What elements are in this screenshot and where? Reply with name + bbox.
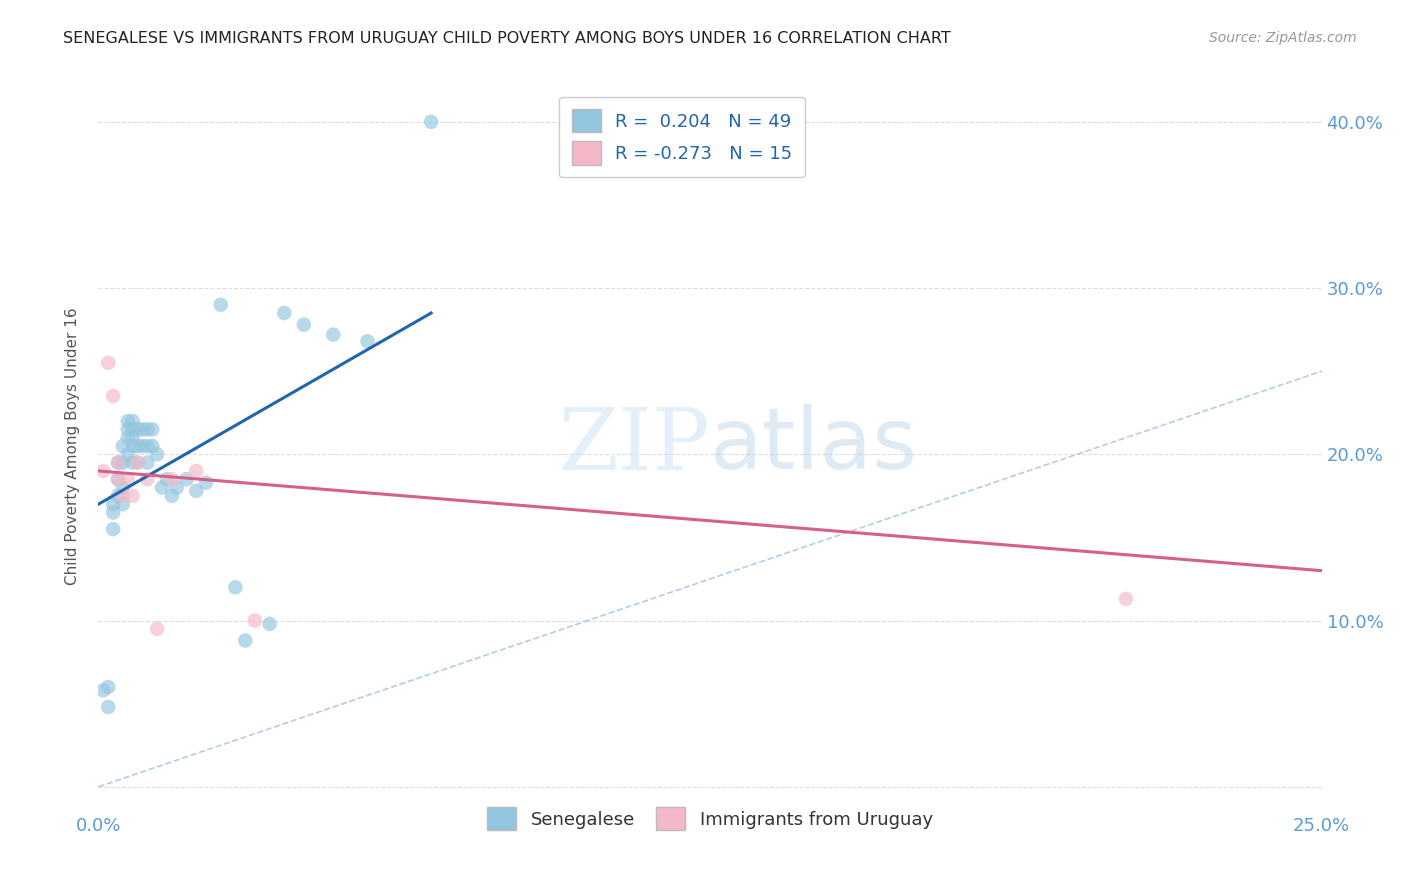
Point: [107, 456, 129, 470]
Point: [160, 472, 183, 486]
Point: [127, 422, 149, 436]
Point: [356, 334, 378, 349]
Point: [146, 447, 169, 461]
Point: [117, 422, 139, 436]
Point: [101, 522, 124, 536]
Point: [101, 389, 124, 403]
Point: [117, 414, 139, 428]
Point: [97, 356, 120, 370]
Point: [121, 431, 143, 445]
Text: ZIP: ZIP: [558, 404, 710, 488]
Point: [107, 472, 129, 486]
Point: [136, 456, 159, 470]
Point: [195, 475, 218, 490]
Point: [97, 700, 120, 714]
Point: [141, 422, 163, 436]
Point: [160, 489, 183, 503]
Point: [111, 481, 134, 495]
Point: [273, 306, 295, 320]
Point: [121, 414, 143, 428]
Point: [101, 497, 124, 511]
Point: [111, 497, 134, 511]
Point: [121, 489, 143, 503]
Point: [166, 481, 188, 495]
Point: [176, 472, 198, 486]
Point: [131, 439, 153, 453]
Point: [111, 489, 134, 503]
Point: [101, 506, 124, 520]
Point: [111, 456, 134, 470]
Point: [156, 472, 179, 486]
Point: [97, 680, 120, 694]
Point: [121, 439, 143, 453]
Point: [233, 633, 256, 648]
Point: [186, 483, 208, 498]
Legend: Senegalese, Immigrants from Uruguay: Senegalese, Immigrants from Uruguay: [475, 795, 945, 843]
Point: [136, 439, 159, 453]
Point: [292, 318, 315, 332]
Point: [117, 431, 139, 445]
Point: [127, 439, 149, 453]
Point: [127, 456, 149, 470]
Point: [186, 464, 208, 478]
Point: [111, 439, 134, 453]
Point: [131, 422, 153, 436]
Point: [136, 422, 159, 436]
Point: [150, 481, 173, 495]
Point: [107, 456, 129, 470]
Point: [1115, 591, 1137, 606]
Point: [141, 439, 163, 453]
Point: [127, 456, 149, 470]
Y-axis label: Child Poverty Among Boys Under 16: Child Poverty Among Boys Under 16: [65, 307, 80, 585]
Text: Source: ZipAtlas.com: Source: ZipAtlas.com: [1209, 31, 1357, 45]
Point: [322, 327, 344, 342]
Point: [117, 472, 139, 486]
Point: [209, 298, 232, 312]
Point: [91, 464, 114, 478]
Point: [243, 614, 266, 628]
Point: [91, 683, 114, 698]
Point: [224, 580, 246, 594]
Point: [420, 115, 443, 129]
Point: [121, 422, 143, 436]
Text: atlas: atlas: [710, 404, 918, 488]
Point: [136, 472, 159, 486]
Point: [121, 456, 143, 470]
Point: [146, 622, 169, 636]
Point: [107, 472, 129, 486]
Point: [107, 489, 129, 503]
Text: SENEGALESE VS IMMIGRANTS FROM URUGUAY CHILD POVERTY AMONG BOYS UNDER 16 CORRELAT: SENEGALESE VS IMMIGRANTS FROM URUGUAY CH…: [63, 31, 950, 46]
Point: [259, 616, 281, 631]
Point: [117, 447, 139, 461]
